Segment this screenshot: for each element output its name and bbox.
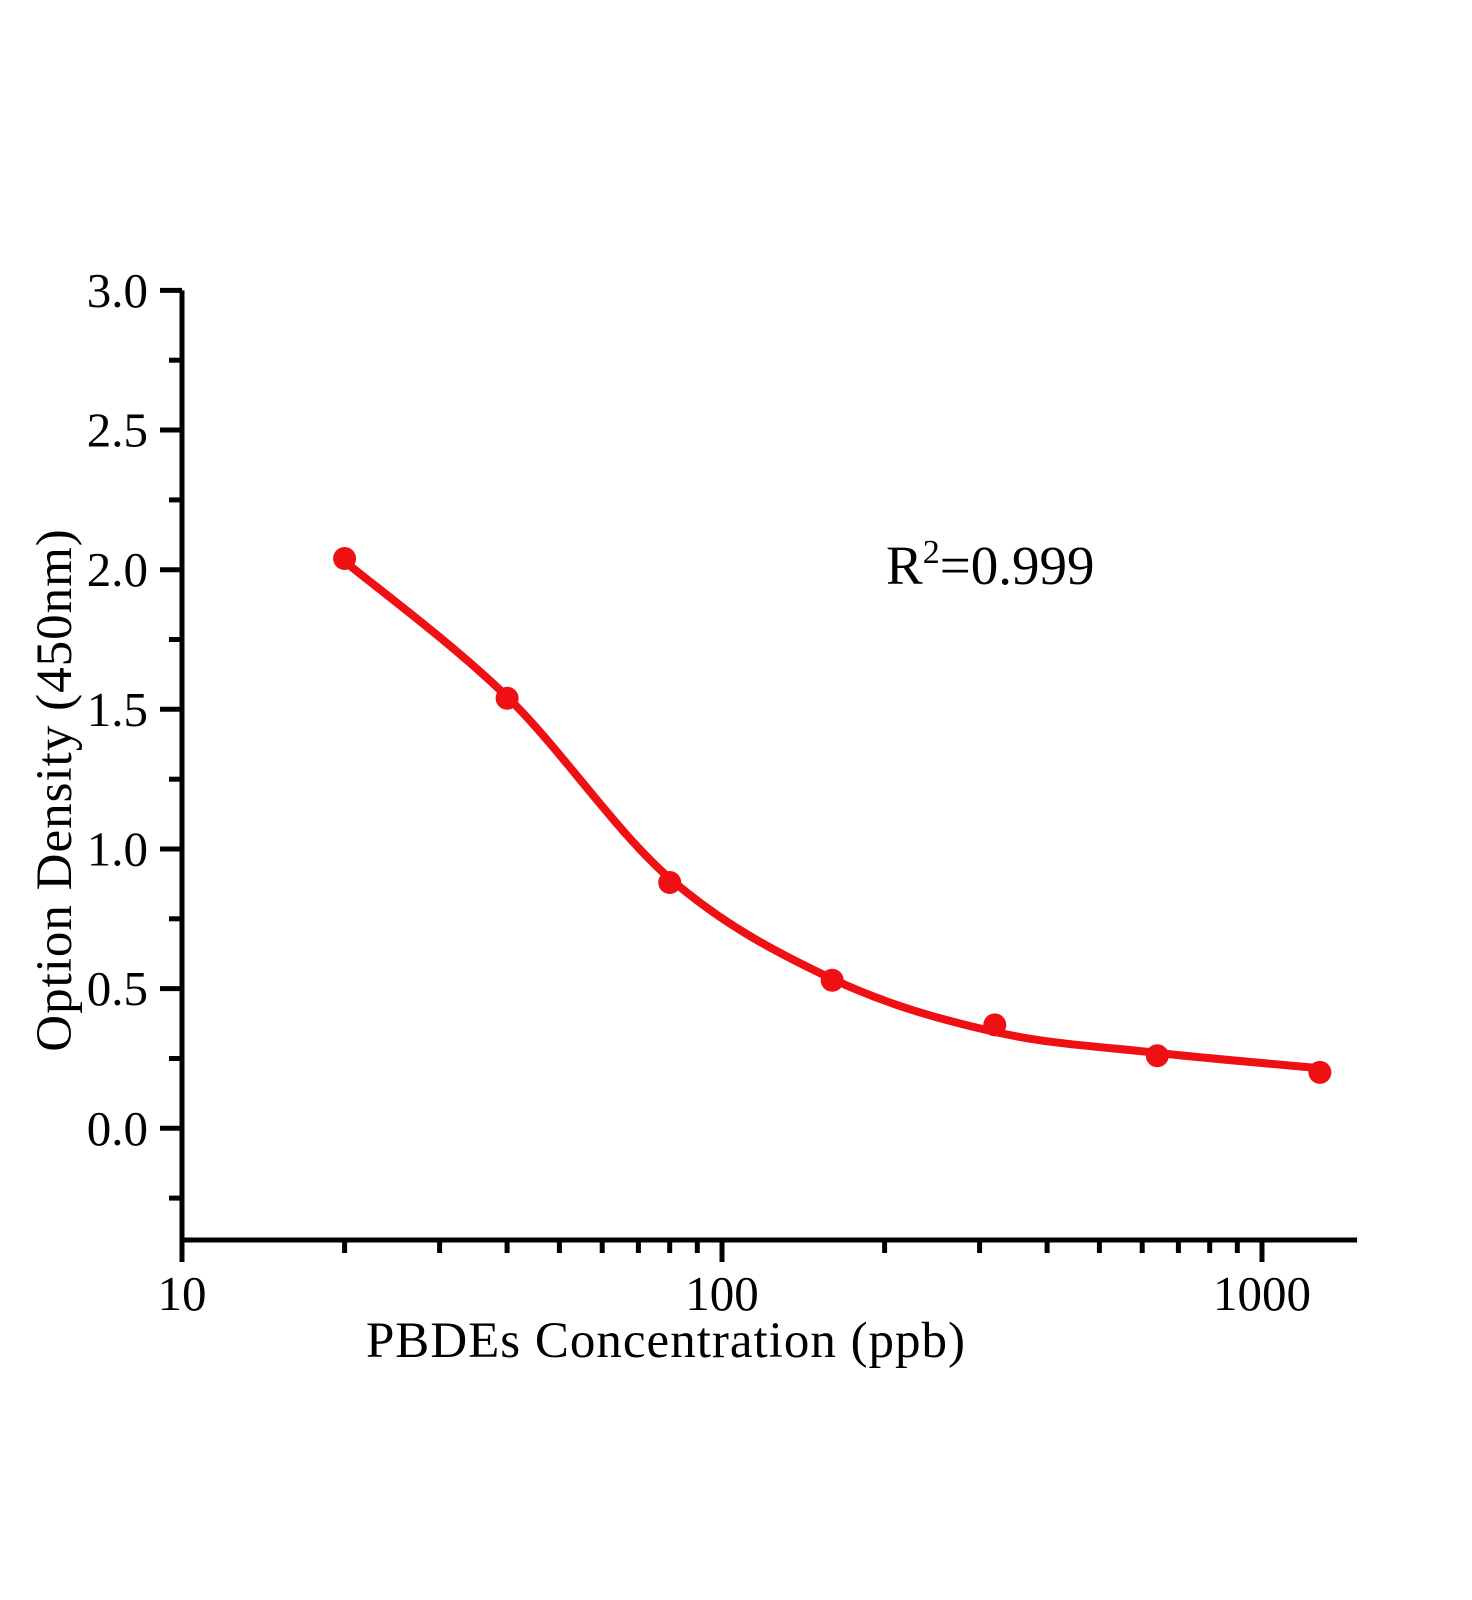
data-point-marker <box>1308 1060 1332 1084</box>
y-tick-label: 2.5 <box>87 403 148 458</box>
data-point-marker <box>333 547 357 570</box>
y-tick-label: 0.0 <box>87 1101 148 1156</box>
x-axis-title: PBDEs Concentration (ppb) <box>365 1313 967 1369</box>
x-tick-label: 100 <box>685 1266 759 1321</box>
y-tick-label: 1.0 <box>87 822 148 877</box>
data-point-marker <box>495 686 519 710</box>
data-point-marker <box>658 871 682 894</box>
y-tick-label: 3.0 <box>87 263 148 318</box>
r-squared-base: R <box>886 535 923 596</box>
y-tick-label: 2.0 <box>87 542 148 597</box>
y-tick-label: 1.5 <box>87 682 148 737</box>
data-point-marker <box>983 1013 1007 1037</box>
data-point-marker <box>1145 1044 1169 1068</box>
x-tick-label: 10 <box>158 1266 207 1321</box>
r-squared-value: =0.999 <box>939 535 1095 596</box>
y-tick-label: 0.5 <box>87 961 148 1016</box>
x-tick-label: 1000 <box>1213 1266 1311 1321</box>
y-axis-title: Option Density (450nm) <box>27 528 83 1052</box>
fit-curve <box>340 557 1324 1073</box>
data-point-marker <box>820 968 844 992</box>
r-squared-annotation: R2=0.999 <box>886 534 1095 597</box>
r-squared-exponent: 2 <box>922 533 940 571</box>
